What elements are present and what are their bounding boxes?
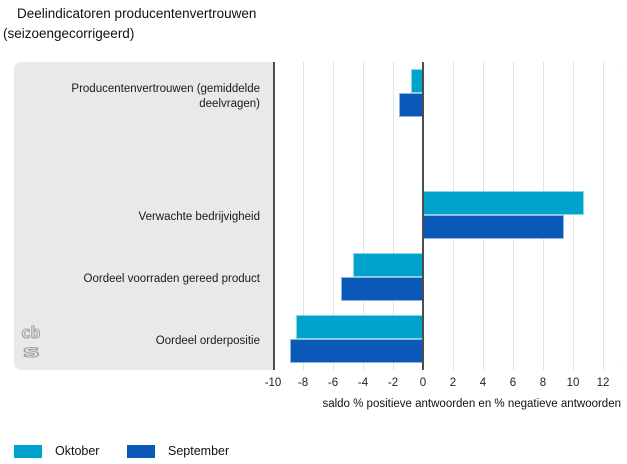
legend-swatch-oktober — [14, 445, 42, 458]
bar-september-1 — [423, 215, 564, 239]
bar-oktober-3 — [295, 315, 423, 339]
bar-september-2 — [340, 277, 423, 301]
gridline-12 — [603, 62, 604, 370]
bar-september-3 — [289, 339, 423, 363]
chart-title-line1: Deelindicatoren producentenvertrouwen — [17, 6, 257, 21]
x-tick-10: 10 — [566, 377, 580, 389]
category-label-producentenvertrouwen: Producentenvertrouwen (gemiddelde deelvr… — [71, 83, 260, 110]
chart-title: Deelindicatoren producentenvertrouwen (s… — [3, 4, 423, 44]
gridline--4 — [363, 62, 364, 370]
category-label-orderpositie: Oordeel orderpositie — [155, 335, 260, 347]
x-tick--8: -8 — [297, 377, 309, 389]
bar-oktober-2 — [352, 253, 423, 277]
legend: Oktober September — [0, 443, 627, 461]
x-tick--2: -2 — [387, 377, 399, 389]
gridline--2 — [393, 62, 394, 370]
category-label-voorraden: Oordeel voorraden gereed product — [83, 273, 260, 285]
x-tick--10: -10 — [264, 377, 282, 389]
x-tick--6: -6 — [327, 377, 339, 389]
x-tick-4: 4 — [479, 377, 487, 389]
x-tick-12: 12 — [596, 377, 610, 389]
cbs-logo-icon: cb s — [20, 323, 41, 362]
chart-title-line2: (seizoengecorrigeerd) — [3, 26, 135, 41]
legend-label-oktober: Oktober — [55, 444, 100, 458]
bar-oktober-1 — [423, 191, 584, 215]
cbs-logo-s: s — [22, 342, 41, 362]
x-tick-8: 8 — [539, 377, 547, 389]
gridline--6 — [333, 62, 334, 370]
legend-swatch-september — [127, 445, 155, 458]
x-axis: -10 -8 -6 -4 -2 0 2 4 6 8 10 12 — [265, 377, 620, 391]
plot-area — [273, 62, 620, 370]
category-label-verwachte-bedrijvigheid: Verwachte bedrijvigheid — [138, 211, 260, 223]
legend-label-september: September — [168, 444, 230, 458]
gridline-10 — [573, 62, 574, 370]
x-axis-label: saldo % positieve antwoorden en % negati… — [322, 398, 621, 410]
x-tick--4: -4 — [357, 377, 369, 389]
plot-left-axis-line — [273, 62, 275, 370]
x-tick-0: 0 — [419, 377, 427, 389]
x-tick-2: 2 — [449, 377, 457, 389]
bar-september-0 — [399, 93, 423, 117]
x-tick-6: 6 — [509, 377, 517, 389]
zero-axis-line — [422, 62, 424, 370]
gridline--8 — [303, 62, 304, 370]
cbs-logo-cb: cb — [21, 323, 40, 342]
